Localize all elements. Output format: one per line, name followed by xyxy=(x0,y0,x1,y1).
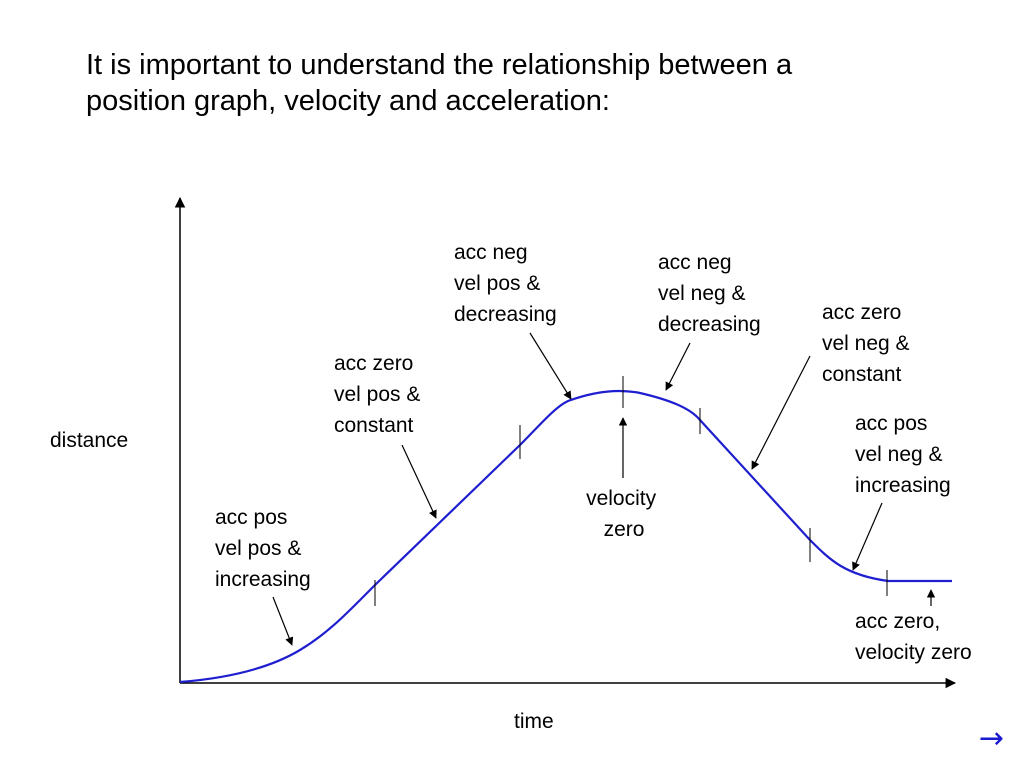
next-slide-arrow-icon[interactable]: → xyxy=(978,721,1004,756)
slide-title: It is important to understand the relati… xyxy=(86,47,986,119)
annotation-segment-3: acc neg vel pos & decreasing xyxy=(454,241,557,326)
pointer-arrow xyxy=(751,355,811,470)
annotation-segment-7: acc zero, velocity zero xyxy=(855,610,972,664)
annotation-segment-1: acc pos vel pos & increasing xyxy=(215,506,311,591)
slide-title-line-1: It is important to understand the relati… xyxy=(86,49,793,81)
pointer-arrow xyxy=(401,444,437,519)
annotation-peak: velocity zero xyxy=(586,487,662,541)
annotation-segment-4: acc neg vel neg & decreasing xyxy=(658,251,761,336)
pointer-arrow xyxy=(852,502,883,571)
pointer-arrow xyxy=(272,596,294,646)
y-axis-label: distance xyxy=(50,429,128,452)
annotation-segment-2: acc zero vel pos & constant xyxy=(334,352,426,437)
x-axis-label: time xyxy=(514,710,554,733)
pointer-arrow xyxy=(529,332,572,400)
pointer-arrow xyxy=(665,342,691,391)
annotation-segment-6: acc pos vel neg & increasing xyxy=(855,412,951,497)
slide-title-line-2: position graph, velocity and acceleratio… xyxy=(86,85,610,117)
annotation-segment-5: acc zero vel neg & constant xyxy=(822,301,915,386)
